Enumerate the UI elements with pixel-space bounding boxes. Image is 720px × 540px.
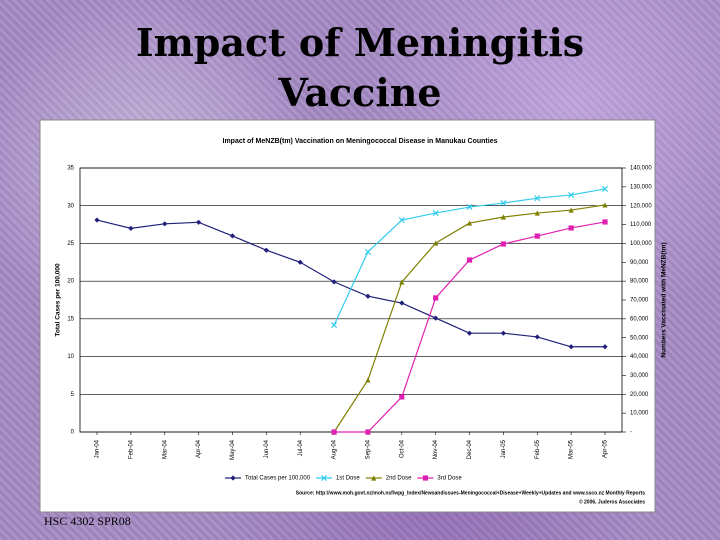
marker — [500, 214, 506, 220]
marker — [534, 195, 541, 202]
y2-tick-label: 80,000 — [630, 279, 649, 285]
marker — [331, 279, 337, 285]
marker — [321, 474, 328, 482]
marker — [568, 225, 574, 231]
y-tick-label: 30 — [67, 203, 74, 209]
marker — [365, 429, 371, 435]
y2-tick-label: 40,000 — [630, 354, 649, 360]
y2-tick-label: 90,000 — [630, 260, 649, 266]
y2-tick-label: 140,000 — [630, 166, 652, 172]
y2-tick-label: 120,000 — [630, 203, 652, 209]
marker — [365, 377, 371, 383]
x-tick-label: Apr-05 — [603, 439, 609, 458]
marker — [602, 219, 608, 225]
slide-title: Impact of Meningitis Vaccine — [135, 20, 585, 115]
marker — [196, 219, 202, 225]
y-tick-label: 10 — [67, 354, 74, 360]
marker — [534, 210, 540, 216]
y-tick-label: 35 — [67, 166, 74, 172]
marker — [230, 475, 236, 481]
marker — [364, 248, 371, 255]
x-tick-label: Mar-05 — [569, 439, 575, 459]
marker — [601, 185, 609, 192]
marker — [399, 300, 405, 306]
marker — [371, 475, 377, 481]
marker — [432, 210, 439, 217]
x-tick-label: Dec-04 — [467, 439, 473, 459]
marker — [162, 221, 168, 227]
marker — [229, 233, 236, 239]
x-tick-label: Mar-04 — [162, 439, 168, 459]
y-tick-label: 0 — [71, 430, 75, 436]
marker — [399, 279, 405, 285]
marker — [128, 225, 134, 231]
marker — [500, 200, 507, 207]
marker — [398, 217, 405, 224]
x-tick-label: Sep-04 — [366, 439, 372, 459]
y-axis-label: Total Cases per 100,000 — [55, 263, 62, 337]
chart-frame — [39, 119, 656, 513]
y2-tick-label: - — [630, 430, 632, 436]
x-tick-label: Feb-05 — [535, 439, 541, 459]
legend-label: Total Cases per 100,000 — [245, 476, 311, 482]
y-tick-label: 5 — [71, 392, 75, 398]
x-tick-label: Nov-04 — [433, 439, 439, 459]
marker — [534, 334, 540, 340]
copyright-note: © 2006, Juderos Associates — [579, 498, 645, 505]
y2-tick-label: 50,000 — [630, 335, 649, 341]
marker — [568, 207, 574, 213]
y2-tick-label: 30,000 — [630, 373, 649, 379]
marker — [365, 293, 371, 299]
y-tick-label: 25 — [67, 241, 74, 247]
x-tick-label: Jan-04 — [95, 439, 101, 458]
marker — [399, 394, 405, 400]
x-tick-label: Jun-04 — [264, 439, 270, 458]
y-tick-label: 20 — [67, 279, 74, 285]
marker — [500, 330, 506, 336]
x-tick-label: Oct-04 — [399, 439, 405, 458]
x-tick-label: Feb-04 — [128, 439, 134, 459]
marker — [466, 220, 473, 226]
marker — [466, 330, 473, 336]
x-tick-label: Jul-04 — [298, 439, 304, 456]
legend-label: 1st Dose — [336, 476, 360, 482]
marker — [500, 241, 506, 247]
marker — [602, 202, 608, 208]
marker — [433, 240, 439, 246]
slide-footer: HSC 4302 SPR08 — [44, 514, 131, 528]
marker — [331, 429, 337, 435]
marker — [602, 344, 608, 350]
marker — [433, 295, 439, 301]
y2-axis-label: Numbers Vaccinated with MeNZB(tm) — [661, 242, 668, 357]
marker — [568, 344, 574, 350]
marker — [433, 315, 439, 321]
y2-tick-label: 20,000 — [630, 392, 649, 398]
marker — [568, 191, 575, 198]
legend-label: 2nd Dose — [386, 476, 412, 482]
x-tick-label: May-04 — [230, 439, 236, 460]
marker — [466, 204, 473, 211]
y2-tick-label: 70,000 — [630, 298, 649, 304]
y2-tick-label: 10,000 — [630, 411, 649, 417]
marker — [534, 233, 540, 239]
y2-tick-label: 110,000 — [630, 222, 652, 228]
chart-title: Impact of MeNZB(tm) Vaccination on Menin… — [223, 138, 498, 145]
marker — [422, 475, 429, 481]
x-tick-label: Jan-05 — [501, 439, 507, 458]
marker — [466, 257, 473, 263]
y2-tick-label: 130,000 — [630, 184, 652, 190]
source-note: Source: http://www.moh.govt.nz/moh.nsf/w… — [296, 490, 645, 496]
legend-label: 3rd Dose — [437, 476, 462, 482]
y2-tick-label: 100,000 — [630, 241, 652, 247]
y2-tick-label: 60,000 — [630, 316, 649, 322]
marker — [263, 247, 269, 253]
marker — [331, 322, 338, 329]
x-tick-label: Aug-04 — [332, 439, 338, 459]
marker — [94, 217, 100, 223]
marker — [297, 259, 303, 265]
x-tick-label: Apr-04 — [196, 439, 202, 458]
y-tick-label: 15 — [67, 316, 74, 322]
